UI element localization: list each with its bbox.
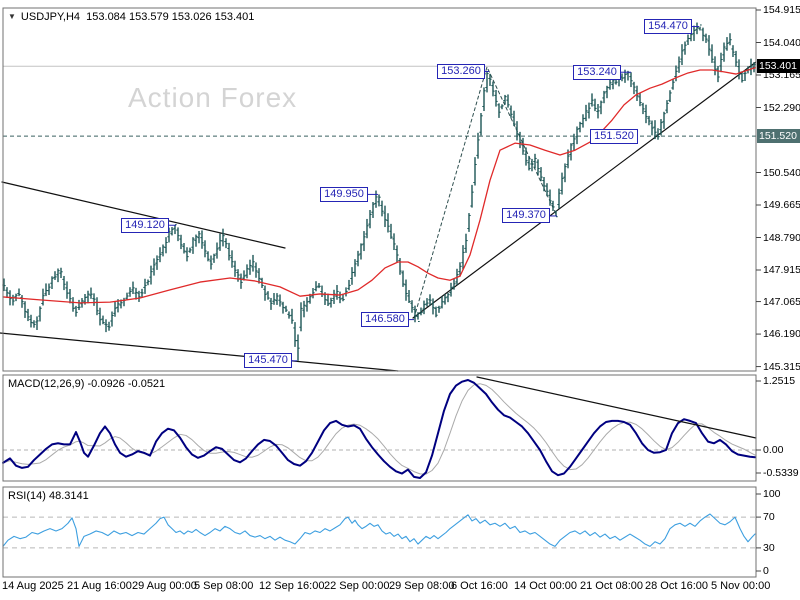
moving-average-line <box>2 67 756 304</box>
rsi-name: RSI(14) <box>8 490 46 502</box>
price-callout-154.470[interactable]: 154.470 <box>644 19 692 35</box>
macd-signal-line <box>2 383 756 475</box>
ohlc-quote-line: 153.084 153.579 153.026 153.401 <box>86 11 255 23</box>
level-axis-badge: 151.520 <box>757 129 800 144</box>
rsi-value: 48.3141 <box>48 490 89 502</box>
rsi-line <box>2 513 756 547</box>
date-axis-label: 6 Oct 16:00 <box>451 580 508 592</box>
date-axis-label: 21 Aug 16:00 <box>67 580 132 592</box>
price-axis-label: 152.290 <box>763 101 800 114</box>
date-axis-label: 29 Sep 08:00 <box>389 580 455 592</box>
current-price-axis-badge: 153.401 <box>757 59 800 74</box>
date-axis-label: 22 Sep 00:00 <box>324 580 390 592</box>
date-axis-label: 14 Oct 00:00 <box>514 580 577 592</box>
macd-axis-label: 0.00 <box>763 444 784 456</box>
date-axis-label: 5 Nov 00:00 <box>711 580 771 592</box>
descending-support-line[interactable] <box>0 332 399 372</box>
price-callout-149.370[interactable]: 149.370 <box>502 208 550 224</box>
price-callout-153.260[interactable]: 153.260 <box>437 63 485 79</box>
rsi-axis-label: 30 <box>763 541 775 554</box>
watermark: Action Forex <box>128 82 298 113</box>
macd-value-1: -0.0926 <box>87 378 125 390</box>
macd-axis-label: -0.5339 <box>763 467 799 479</box>
price-axis-label: 148.790 <box>763 231 800 244</box>
price-axis-label: 145.315 <box>763 360 800 373</box>
dashed-zigzag-projection <box>413 66 557 319</box>
main-panel-border <box>2 7 757 372</box>
macd-name: MACD(12,26,9) <box>8 378 85 390</box>
macd-value-2: -0.0521 <box>127 378 166 390</box>
macd-indicator-label: MACD(12,26,9) -0.0926 -0.0521 <box>8 378 165 390</box>
date-axis-label: 14 Aug 2025 <box>2 580 64 592</box>
symbol-timeframe-label: USDJPY,H4 <box>20 11 81 23</box>
date-axis-label: 21 Oct 08:00 <box>580 580 643 592</box>
date-axis-label: 5 Sep 08:00 <box>194 580 254 592</box>
price-axis-label: 154.915 <box>763 4 800 16</box>
macd-line <box>2 379 756 479</box>
price-axis-label: 149.665 <box>763 199 800 211</box>
ascending-support-line[interactable] <box>412 61 757 319</box>
rsi-axis-label: 0 <box>763 565 769 577</box>
price-callout-146.580[interactable]: 146.580 <box>361 312 409 328</box>
price-callout-149.950[interactable]: 149.950 <box>320 186 368 202</box>
symbol-dropdown-icon: ▼ <box>8 12 16 21</box>
rsi-panel-border <box>2 486 757 578</box>
macd-axis-label: 1.2515 <box>763 375 796 387</box>
price-callout-153.240[interactable]: 153.240 <box>573 64 621 80</box>
price-axis-label: 147.915 <box>763 264 800 276</box>
rsi-indicator-label: RSI(14) 48.3141 <box>8 490 89 502</box>
date-axis-label: 12 Sep 16:00 <box>259 580 325 592</box>
price-callout-145.470[interactable]: 145.470 <box>244 353 292 369</box>
price-axis-label: 146.190 <box>763 328 800 341</box>
price-axis-label: 150.540 <box>763 166 800 179</box>
price-callout-149.120[interactable]: 149.120 <box>121 217 169 233</box>
price-axis-label: 147.065 <box>763 295 800 308</box>
chart-header: ▼ USDJPY,H4 153.084 153.579 153.026 153.4… <box>8 11 254 23</box>
rsi-axis-label: 100 <box>763 488 781 500</box>
date-axis-label: 28 Oct 16:00 <box>645 580 708 592</box>
descending-resistance-line[interactable] <box>1 181 286 249</box>
macd-descending-trendline[interactable] <box>476 376 757 439</box>
price-axis-label: 154.040 <box>763 36 800 49</box>
macd-panel-border <box>2 374 757 482</box>
price-callout-151.520[interactable]: 151.520 <box>590 128 638 144</box>
date-axis-label: 29 Aug 00:00 <box>132 580 197 592</box>
rsi-axis-label: 70 <box>763 511 775 524</box>
